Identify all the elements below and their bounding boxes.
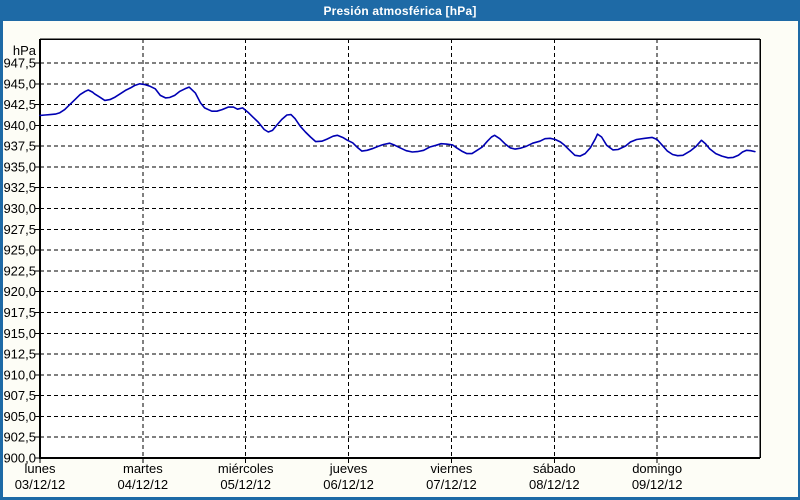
- y-tick-label: 940,0: [3, 118, 36, 133]
- x-date-label: 07/12/12: [426, 477, 477, 492]
- x-day-label: lunes: [24, 461, 56, 476]
- y-tick-label: 925,0: [3, 243, 36, 258]
- plot-background: [40, 39, 760, 458]
- x-day-label: miércoles: [218, 461, 274, 476]
- y-tick-label: 935,0: [3, 159, 36, 174]
- pressure-line: [39, 82, 756, 159]
- y-tick-label: 912,5: [3, 347, 36, 362]
- y-tick-label: 932,5: [3, 180, 36, 195]
- window-border-right: [798, 21, 800, 500]
- title-bar: Presión atmosférica [hPa]: [0, 0, 800, 21]
- y-tick-label: 915,0: [3, 326, 36, 341]
- x-day-label: domingo: [632, 461, 682, 476]
- y-tick-label: 905,0: [3, 409, 36, 424]
- x-day-label: sábado: [533, 461, 576, 476]
- y-tick-label: 902,5: [3, 430, 36, 445]
- y-tick-label: 917,5: [3, 305, 36, 320]
- x-day-label: viernes: [430, 461, 472, 476]
- x-date-label: 03/12/12: [15, 477, 66, 492]
- chart-area: 947,5 945,0 942,5 940,0 937,5 935,0 932,5 930,0…: [0, 21, 800, 500]
- y-tick-label: 927,5: [3, 222, 36, 237]
- y-tick-label: 937,5: [3, 139, 36, 154]
- y-tick-label: 920,0: [3, 284, 36, 299]
- y-tick-label: 910,0: [3, 367, 36, 382]
- x-date-label: 08/12/12: [529, 477, 580, 492]
- y-tick-label: 930,0: [3, 201, 36, 216]
- y-tick-label: 922,5: [3, 263, 36, 278]
- x-date-label: 04/12/12: [118, 477, 169, 492]
- x-date-label: 09/12/12: [632, 477, 683, 492]
- x-day-label: jueves: [329, 461, 368, 476]
- y-tick-label: 907,5: [3, 388, 36, 403]
- y-tick-label: 942,5: [3, 97, 36, 112]
- pressure-chart: 947,5 945,0 942,5 940,0 937,5 935,0 932,5 930,0…: [3, 38, 761, 492]
- y-tick-label: 900,0: [3, 451, 36, 466]
- window-border-bottom: [0, 497, 800, 500]
- chart-title: Presión atmosférica [hPa]: [323, 3, 477, 18]
- y-tick-label: 945,0: [3, 76, 36, 91]
- y-tick-label: 947,5: [3, 56, 36, 71]
- x-date-label: 06/12/12: [323, 477, 374, 492]
- window-border-left: [0, 21, 3, 500]
- x-date-label: 05/12/12: [220, 477, 271, 492]
- x-day-label: martes: [123, 461, 163, 476]
- unit-label: hPa: [13, 43, 37, 58]
